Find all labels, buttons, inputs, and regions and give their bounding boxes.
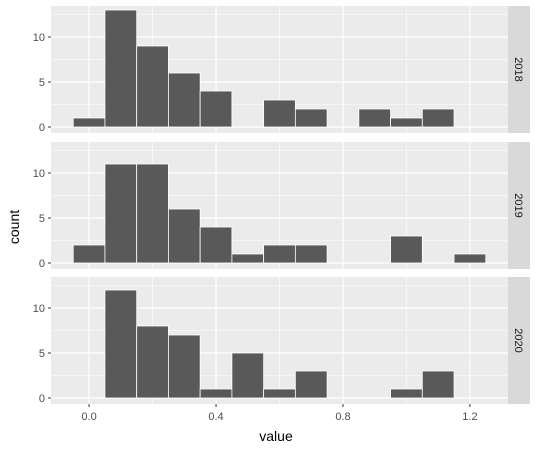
y-axis-title: count: [6, 210, 22, 244]
facet-panel-2018: 0 5 10 2018: [33, 6, 530, 134]
facet-strip-label: 2019: [512, 193, 524, 217]
histogram-bar: [136, 325, 169, 399]
histogram-bar: [231, 253, 265, 264]
histogram-bar: [72, 244, 106, 264]
x-tick-label: 1.2: [462, 411, 477, 423]
y-tick-label: 0: [39, 258, 45, 270]
histogram-bar: [263, 99, 296, 128]
histogram-bar: [199, 226, 233, 264]
y-tick-label: 5: [39, 77, 45, 89]
histogram-bar: [104, 289, 138, 399]
facet-panel-2019: 0 5 10 2019: [33, 142, 530, 270]
histogram-bar: [358, 108, 391, 128]
histogram-bar: [104, 163, 138, 264]
histogram-bar: [294, 370, 328, 399]
facet-panels: 0 5 10 2018 0 5 10 2019 0 5 10 2020: [33, 6, 530, 405]
histogram-bar: [168, 334, 201, 399]
x-tick-label: 0.4: [208, 411, 223, 423]
histogram-bar: [104, 9, 138, 128]
y-tick-label: 10: [33, 32, 45, 44]
histogram-bar: [263, 388, 296, 399]
facet-strip: [508, 6, 530, 133]
y-tick-label: 10: [33, 168, 45, 180]
y-tick-label: 5: [39, 348, 45, 360]
histogram-bar: [199, 388, 233, 399]
histogram-bar: [136, 45, 169, 128]
facet-panel-2020: 0 5 10 2020: [33, 277, 530, 405]
histogram-bar: [136, 163, 169, 264]
facet-strip: [508, 142, 530, 269]
histogram-bar: [390, 117, 423, 128]
histogram-bar: [294, 244, 328, 264]
histogram-bar: [421, 370, 455, 399]
histogram-bar: [263, 244, 296, 264]
y-tick-label: 10: [33, 303, 45, 315]
histogram-bar: [168, 72, 201, 128]
y-tick-label: 0: [39, 122, 45, 134]
x-tick-label: 0.0: [81, 411, 96, 423]
histogram-bar: [390, 388, 423, 399]
histogram-bar: [294, 108, 328, 128]
histogram-bar: [421, 108, 455, 128]
facet-strip: [508, 277, 530, 404]
x-axis-title: value: [259, 428, 293, 444]
histogram-bar: [72, 117, 106, 128]
y-tick-label: 0: [39, 393, 45, 405]
y-tick-label: 5: [39, 213, 45, 225]
histogram-bar: [453, 253, 487, 264]
facet-strip-label: 2020: [512, 328, 524, 352]
histogram-bar: [199, 90, 233, 128]
facet-strip-label: 2018: [512, 57, 524, 81]
histogram-bar: [168, 208, 201, 264]
histogram-bar: [231, 352, 265, 399]
x-tick-label: 0.8: [335, 411, 350, 423]
x-axis: 0.0 0.4 0.8 1.2: [81, 404, 478, 423]
histogram-bar: [390, 235, 423, 264]
